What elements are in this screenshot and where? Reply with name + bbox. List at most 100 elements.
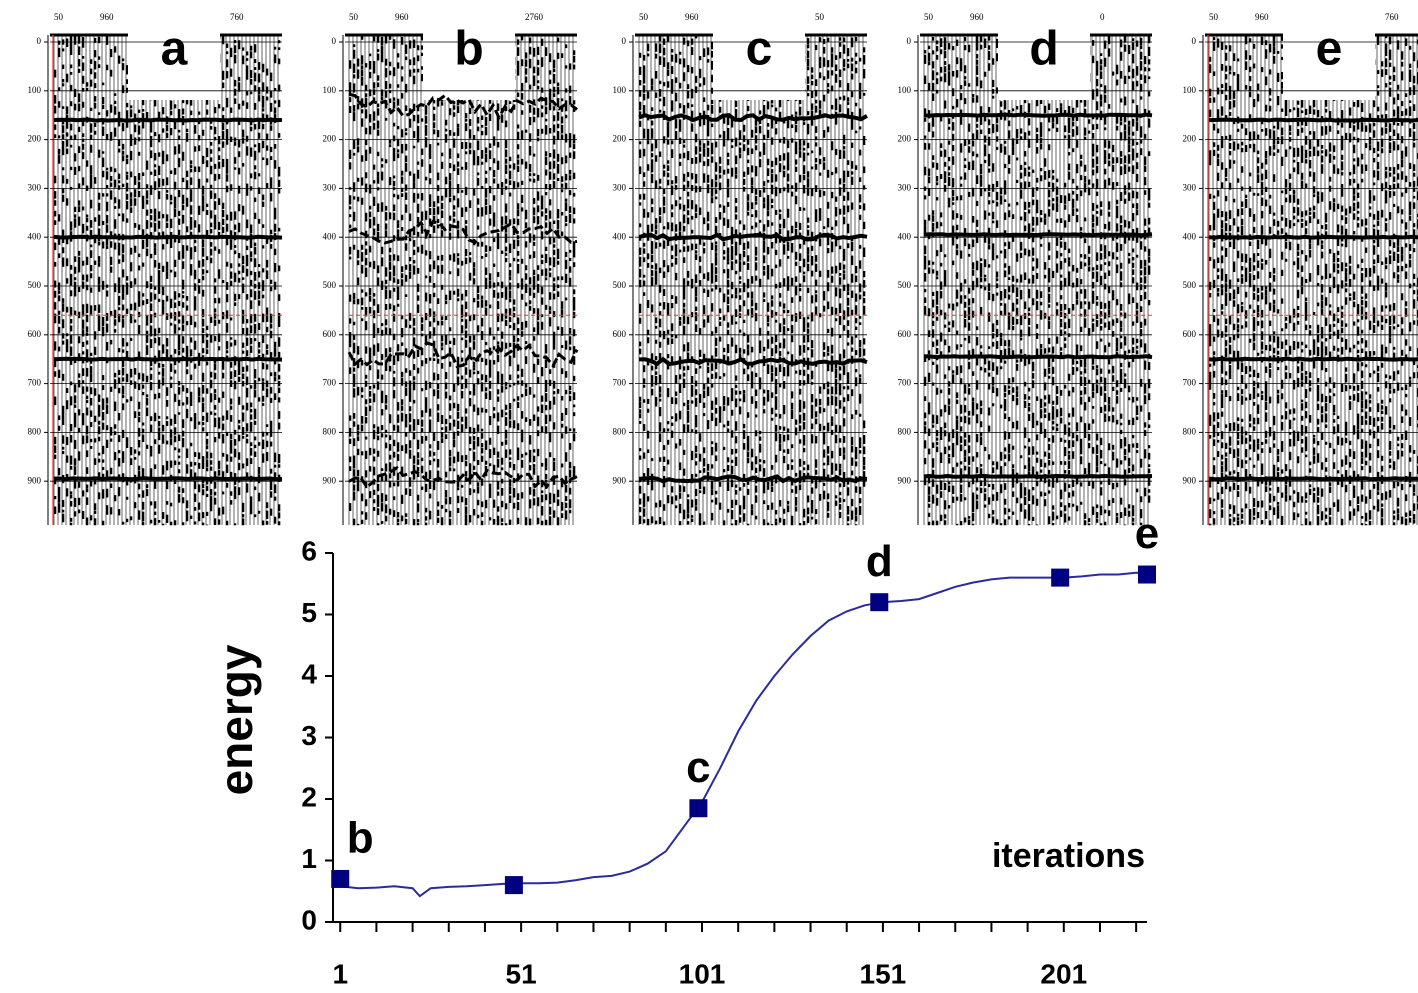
panel-letter: a xyxy=(161,23,188,76)
y-tick-label: 4 xyxy=(301,658,317,689)
panel-top-label: 50 xyxy=(639,12,649,22)
panel-top-label: 960 xyxy=(1255,12,1269,22)
panel-tick-label: 700 xyxy=(323,378,337,388)
reflection-event xyxy=(638,356,868,367)
panel-top-label: 760 xyxy=(230,12,244,22)
panel-letter: b xyxy=(454,23,483,76)
reflection-event xyxy=(53,117,283,123)
panel-top-label: 50 xyxy=(924,12,934,22)
panel-letter: e xyxy=(1316,23,1343,76)
panel-tick-label: 0 xyxy=(1192,36,1197,46)
panel-tick-label: 800 xyxy=(1183,426,1197,436)
panel-tick-label: 600 xyxy=(613,329,627,339)
x-tick-label: 1 xyxy=(332,958,348,989)
y-tick-label: 6 xyxy=(301,535,317,566)
panel-tick-label: 500 xyxy=(28,280,42,290)
panel-top-label: 50 xyxy=(1209,12,1219,22)
reflection-event xyxy=(348,465,578,490)
panel-tick-label: 100 xyxy=(1183,85,1197,95)
reflection-event xyxy=(923,354,1153,360)
label-notch xyxy=(713,28,805,100)
marker xyxy=(331,869,350,888)
reflection-event xyxy=(638,113,868,123)
panel-tick-label: 0 xyxy=(37,36,42,46)
panel-tick-label: 700 xyxy=(898,378,912,388)
panel-top-label: 960 xyxy=(970,12,984,22)
panel-tick-label: 900 xyxy=(898,475,912,485)
seismic-traces xyxy=(53,34,281,526)
marker xyxy=(1051,568,1070,587)
panel-tick-label: 500 xyxy=(898,280,912,290)
panel-top-label: 960 xyxy=(395,12,409,22)
panel-tick-label: 800 xyxy=(323,426,337,436)
panel-tick-label: 400 xyxy=(898,231,912,241)
panel-tick-label: 400 xyxy=(28,231,42,241)
panel-tick-label: 0 xyxy=(622,36,627,46)
panel-tick-label: 900 xyxy=(613,475,627,485)
panel-tick-label: 200 xyxy=(613,134,627,144)
panel-top-label: 50 xyxy=(54,12,64,22)
reflection-event xyxy=(53,356,283,362)
panel-top-label: 960 xyxy=(685,12,699,22)
reflection-event xyxy=(347,341,579,369)
point-label: b xyxy=(347,814,374,863)
panel-tick-label: 300 xyxy=(28,182,42,192)
panel-tick-label: 500 xyxy=(1183,280,1197,290)
seismic-traces xyxy=(1208,34,1418,526)
marker xyxy=(1138,565,1156,584)
y-tick-label: 3 xyxy=(301,720,317,751)
panel-tick-label: 800 xyxy=(613,426,627,436)
panel-tick-label: 900 xyxy=(1183,475,1197,485)
panel-tick-label: 300 xyxy=(898,182,912,192)
reflection-event xyxy=(638,232,868,242)
panel-tick-label: 400 xyxy=(323,231,337,241)
panel-top-label: 50 xyxy=(815,12,825,22)
panel-tick-label: 100 xyxy=(323,85,337,95)
marker xyxy=(689,799,708,818)
seismic-traces xyxy=(348,34,576,526)
reflection-event xyxy=(923,473,1153,479)
y-axis-label: energy xyxy=(210,644,262,795)
annotation: iterations xyxy=(992,837,1145,875)
y-tick-label: 1 xyxy=(301,843,317,874)
panel-top-label: 760 xyxy=(1385,12,1399,22)
seismic-panel: 0 100 200 300 400 500 600 700 800 900 50 960 0 d xyxy=(898,12,1153,526)
panel-tick-label: 200 xyxy=(1183,134,1197,144)
reflection-event xyxy=(638,474,868,484)
panel-tick-label: 600 xyxy=(28,329,42,339)
panel-tick-label: 0 xyxy=(332,36,337,46)
seismic-traces xyxy=(923,34,1151,526)
seismic-panel: 0 100 200 300 400 500 600 700 800 900 50 960 760 e xyxy=(1183,12,1418,526)
reflection-event xyxy=(1208,356,1418,362)
marker xyxy=(870,593,889,612)
x-tick-label: 51 xyxy=(506,958,537,989)
panel-top-label: 960 xyxy=(100,12,114,22)
reflection-event xyxy=(923,112,1153,118)
point-label: e xyxy=(1135,509,1159,558)
panel-tick-label: 500 xyxy=(613,280,627,290)
reflection-event xyxy=(923,232,1153,238)
panel-tick-label: 100 xyxy=(898,85,912,95)
panel-tick-label: 200 xyxy=(898,134,912,144)
label-notch xyxy=(423,28,515,100)
panel-tick-label: 700 xyxy=(28,378,42,388)
x-tick-label: 151 xyxy=(860,958,907,989)
x-tick-label: 201 xyxy=(1040,958,1087,989)
panel-top-label: 50 xyxy=(349,12,359,22)
reflection-event xyxy=(1208,117,1418,123)
point-label: c xyxy=(686,743,710,792)
energy-line xyxy=(340,571,1147,898)
panel-tick-label: 700 xyxy=(1183,378,1197,388)
panel-top-label: 0 xyxy=(1100,12,1105,22)
panel-tick-label: 800 xyxy=(28,426,42,436)
panel-tick-label: 0 xyxy=(907,36,912,46)
panel-tick-label: 300 xyxy=(323,182,337,192)
panel-tick-label: 200 xyxy=(28,134,42,144)
y-tick-label: 5 xyxy=(301,597,317,628)
reflection-event xyxy=(348,219,578,245)
label-notch xyxy=(1283,28,1375,100)
reflection-event xyxy=(53,476,283,482)
panel-tick-label: 200 xyxy=(323,134,337,144)
